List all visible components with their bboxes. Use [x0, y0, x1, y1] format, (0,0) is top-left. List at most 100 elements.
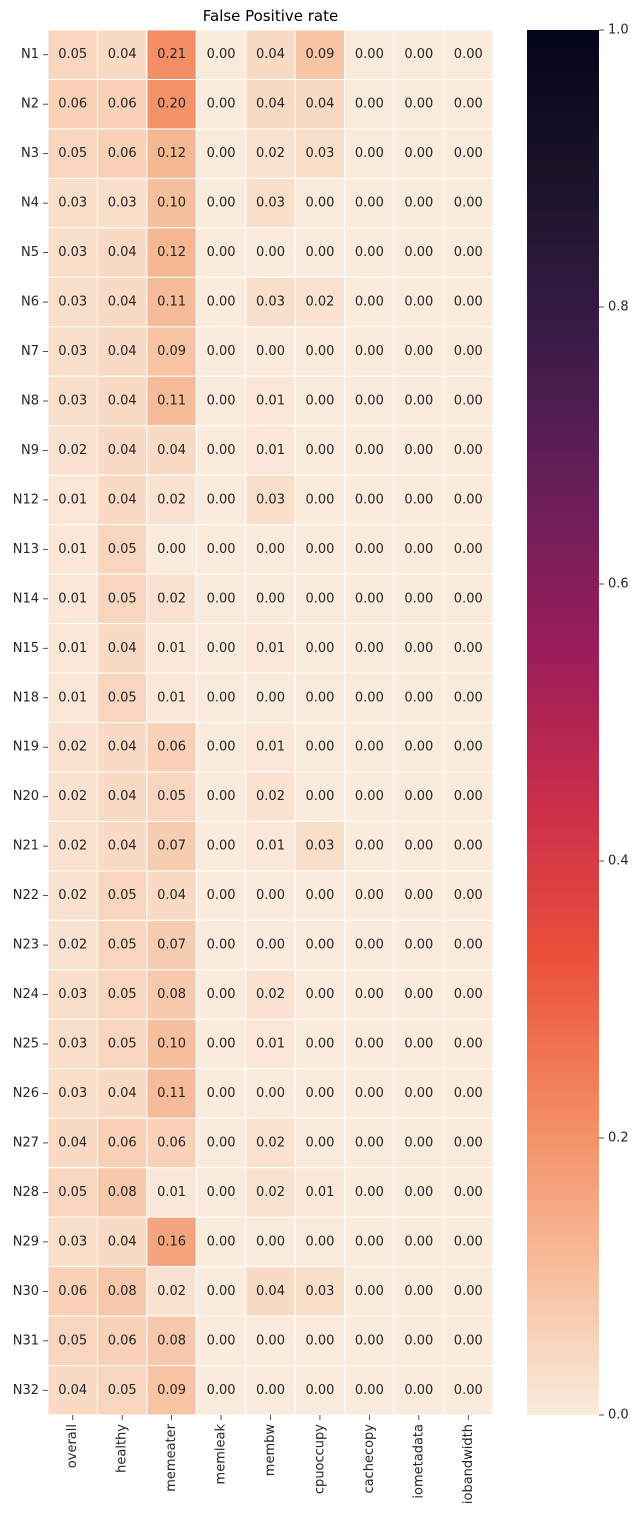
heatmap-cell	[294, 29, 346, 80]
cell-value-label: 0.01	[58, 492, 87, 507]
cell-value-label: 0.00	[404, 443, 433, 458]
heatmap-cell	[245, 425, 296, 476]
heatmap-cell	[344, 78, 395, 130]
heatmap-cell	[443, 1266, 494, 1317]
heatmap-cell	[195, 919, 247, 971]
cell-value-label: 0.00	[355, 492, 384, 507]
heatmap-cell	[245, 1216, 296, 1268]
heatmap-cell	[146, 771, 197, 822]
heatmap-cell	[344, 326, 395, 377]
cell-value-label: 0.00	[404, 1185, 433, 1200]
cell-value-label: 0.02	[256, 789, 285, 804]
cell-value-label: 0.00	[454, 839, 483, 854]
cell-value-label: 0.00	[207, 987, 236, 1002]
cell-value-label: 0.00	[207, 393, 236, 408]
cell-value-label: 0.00	[454, 1333, 483, 1348]
heatmap-cell	[96, 820, 148, 872]
heatmap-cell	[47, 722, 98, 773]
cell-value-label: 0.00	[207, 1383, 236, 1398]
cell-value-label: 0.00	[404, 888, 433, 903]
cell-value-label: 0.00	[404, 245, 433, 260]
heatmap-cell	[245, 326, 296, 377]
cell-value-label: 0.21	[157, 47, 186, 62]
heatmap-cell	[47, 326, 98, 377]
cell-value-label: 0.00	[157, 542, 186, 557]
cell-value-label: 0.00	[305, 690, 334, 705]
heatmap-cell	[344, 375, 395, 427]
cell-value-label: 0.03	[256, 295, 285, 310]
row-tick-label: N1	[21, 47, 39, 62]
heatmap-cell	[294, 1068, 346, 1119]
cell-value-label: 0.00	[404, 839, 433, 854]
row-tick-label: N18	[13, 690, 39, 705]
heatmap-cell	[443, 870, 494, 921]
heatmap-cell	[393, 870, 445, 921]
cell-value-label: 0.08	[108, 1284, 137, 1299]
cell-value-label: 0.01	[157, 690, 186, 705]
cell-value-label: 0.07	[157, 938, 186, 953]
heatmap-cell	[47, 128, 98, 179]
cell-value-label: 0.00	[256, 938, 285, 953]
cell-value-label: 0.00	[355, 344, 384, 359]
heatmap-cell	[294, 820, 346, 872]
cell-value-label: 0.00	[404, 196, 433, 211]
cell-value-label: 0.00	[355, 295, 384, 310]
heatmap-cell	[146, 227, 197, 278]
cell-value-label: 0.03	[58, 245, 87, 260]
cell-value-label: 0.00	[404, 1037, 433, 1052]
heatmap-cell	[195, 1068, 247, 1119]
heatmap-cell	[245, 672, 296, 723]
heatmap-cell	[96, 672, 148, 723]
heatmap-cell	[47, 1216, 98, 1268]
cell-value-label: 0.06	[58, 1284, 87, 1299]
heatmap-cell	[146, 276, 197, 328]
heatmap-cell	[393, 969, 445, 1020]
cell-value-label: 0.00	[305, 591, 334, 606]
cell-value-label: 0.01	[58, 542, 87, 557]
cell-value-label: 0.00	[404, 295, 433, 310]
cell-value-label: 0.00	[207, 344, 236, 359]
heatmap-cell	[195, 1167, 247, 1218]
cell-value-label: 0.00	[256, 1234, 285, 1249]
cell-value-label: 0.04	[157, 443, 186, 458]
heatmap-cell	[245, 573, 296, 625]
heatmap-cell	[195, 1117, 247, 1169]
heatmap-cell	[47, 425, 98, 476]
cell-value-label: 0.00	[207, 443, 236, 458]
cell-value-label: 0.09	[157, 1383, 186, 1398]
cell-value-label: 0.00	[305, 740, 334, 755]
row-tick-label: N28	[13, 1185, 39, 1200]
cell-value-label: 0.00	[256, 1333, 285, 1348]
heatmap-cell	[294, 375, 346, 427]
cell-value-label: 0.00	[207, 690, 236, 705]
cell-value-label: 0.05	[108, 1037, 137, 1052]
cell-value-label: 0.00	[207, 641, 236, 656]
heatmap-cell	[245, 1315, 296, 1367]
heatmap-cell	[195, 177, 247, 229]
heatmap-cell	[96, 276, 148, 328]
cell-value-label: 0.05	[58, 1333, 87, 1348]
cell-value-label: 0.03	[58, 987, 87, 1002]
cell-value-label: 0.05	[58, 47, 87, 62]
cell-value-label: 0.00	[404, 1284, 433, 1299]
heatmap-cell	[96, 969, 148, 1020]
heatmap-cell	[443, 722, 494, 773]
cell-value-label: 0.04	[256, 47, 285, 62]
heatmap-cell	[146, 425, 197, 476]
cell-value-label: 0.01	[256, 393, 285, 408]
heatmap-cell	[393, 276, 445, 328]
cell-value-label: 0.00	[355, 690, 384, 705]
heatmap-cell	[443, 128, 494, 179]
cell-value-label: 0.00	[404, 542, 433, 557]
cell-value-label: 0.06	[108, 1135, 137, 1150]
row-tick-label: N25	[13, 1037, 39, 1052]
heatmap-cell	[393, 524, 445, 575]
column-tick-label: cpuoccupy	[312, 1424, 327, 1494]
colorbar-tick-label: 1.0	[608, 23, 629, 38]
cell-value-label: 0.03	[58, 344, 87, 359]
row-tick-label: N30	[13, 1284, 39, 1299]
heatmap-cell	[245, 128, 296, 179]
cell-value-label: 0.00	[404, 344, 433, 359]
cell-value-label: 0.00	[404, 393, 433, 408]
cell-value-label: 0.03	[58, 393, 87, 408]
